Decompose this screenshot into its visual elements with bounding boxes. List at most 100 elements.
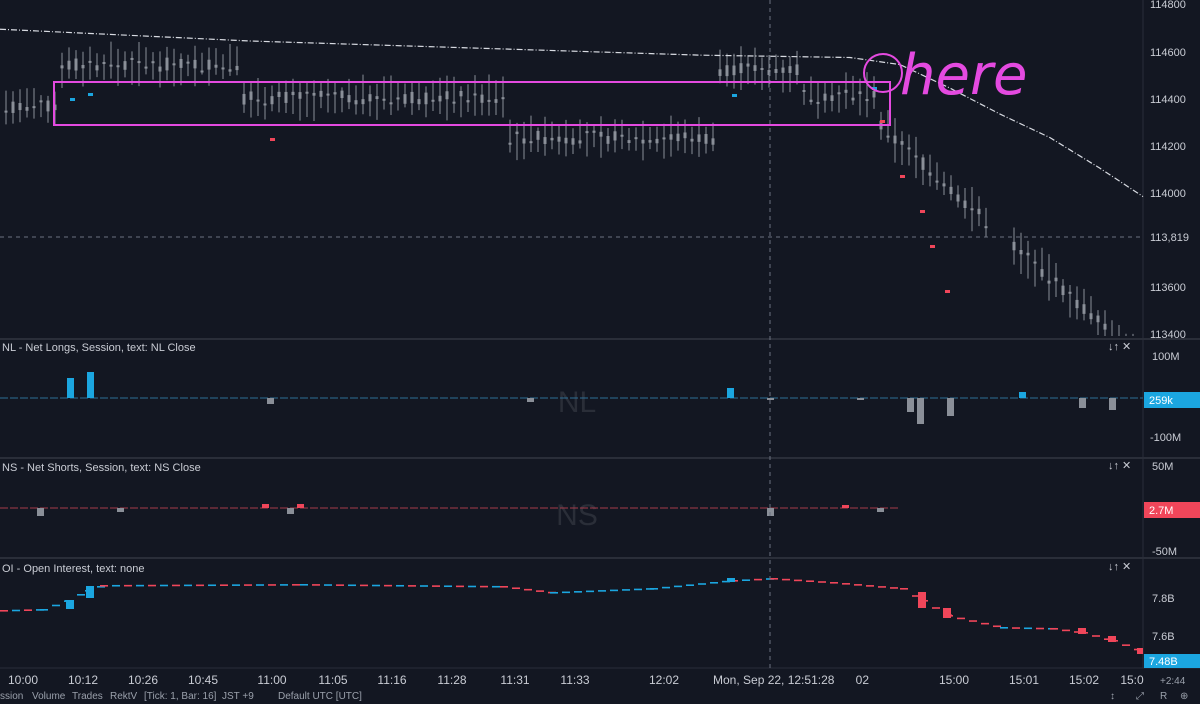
candle-body xyxy=(151,61,155,64)
candle-body xyxy=(669,134,673,140)
nl-legend[interactable]: NL - Net Longs, Session, text: NL Close xyxy=(2,342,196,354)
time-tick: 11:05 xyxy=(318,673,347,687)
candle-body xyxy=(326,93,330,96)
candle-body xyxy=(781,67,785,73)
candle-body xyxy=(123,61,127,70)
candle-body xyxy=(753,65,757,71)
footprint-marker xyxy=(872,87,877,90)
candle-body xyxy=(11,101,15,113)
price-tick: 114000 xyxy=(1150,188,1186,200)
log-scale-icon[interactable]: ⤢ xyxy=(1136,691,1144,702)
candle-body xyxy=(389,102,393,105)
bottom-item[interactable]: RektV xyxy=(110,691,138,702)
reset-scale-icon[interactable]: R xyxy=(1160,691,1168,702)
time-axis[interactable]: 10:00 10:12 10:26 10:45 11:00 11:05 11:16 11:28… xyxy=(8,673,1144,687)
candle-body xyxy=(711,138,715,145)
oi-bar xyxy=(52,604,60,607)
pane-controls[interactable]: ↓↑ ✕ xyxy=(1108,341,1131,353)
candle-body xyxy=(319,90,323,97)
nl-bar xyxy=(857,398,864,400)
nl-bars xyxy=(0,372,1143,424)
candle-body xyxy=(1026,252,1030,256)
candle-body xyxy=(312,92,316,96)
candle-body xyxy=(459,90,463,97)
oi-bar xyxy=(710,582,718,584)
candle-body xyxy=(809,99,813,103)
candle-body xyxy=(298,92,302,99)
price-tick: 113400 xyxy=(1150,329,1186,341)
annotation-rectangle[interactable] xyxy=(53,81,891,126)
candle-body xyxy=(802,89,806,92)
candle-body xyxy=(564,137,568,144)
candle-body xyxy=(599,131,603,137)
oi-bar xyxy=(900,588,908,590)
oi-bar xyxy=(480,585,488,588)
oi-bars xyxy=(0,578,1143,654)
ns-legend[interactable]: NS - Net Shorts, Session, text: NS Close xyxy=(2,462,201,474)
candle-body xyxy=(858,91,862,95)
ns-bar xyxy=(842,505,849,508)
oi-bar xyxy=(1012,627,1020,629)
candle-body xyxy=(746,63,750,67)
candle-body xyxy=(109,64,113,67)
oi-bar xyxy=(12,609,20,612)
candle-body xyxy=(1054,277,1058,282)
oi-bar xyxy=(918,592,926,608)
footprint-marker xyxy=(70,98,75,101)
oi-bar xyxy=(524,588,532,591)
candle-body xyxy=(445,91,449,100)
candle-body xyxy=(221,67,225,70)
price-axis[interactable]: 114800 114600 114400 114200 114000 113,8… xyxy=(1144,0,1200,341)
bottom-item[interactable]: ssion xyxy=(0,691,24,702)
candle-body xyxy=(634,137,638,140)
candle-body xyxy=(942,183,946,187)
oi-bar xyxy=(136,584,144,587)
bottom-item[interactable]: [Tick: 1, Bar: 16] xyxy=(144,691,217,702)
zoom-icon[interactable]: ⊕ xyxy=(1180,691,1189,702)
time-tick: 11:33 xyxy=(560,673,589,687)
bottom-item[interactable]: Default UTC [UTC] xyxy=(278,691,362,702)
candle-body xyxy=(270,96,274,105)
oi-bar xyxy=(662,586,670,589)
bottom-item[interactable]: Volume xyxy=(32,691,66,702)
candle-body xyxy=(81,64,85,69)
pane-controls[interactable]: ↓↑ ✕ xyxy=(1108,460,1131,472)
candle-body xyxy=(851,97,855,101)
oi-bar xyxy=(280,584,288,586)
oi-bar xyxy=(97,586,105,588)
candle-body xyxy=(242,93,246,105)
candle-body xyxy=(354,100,358,105)
candle-body xyxy=(158,66,162,72)
price-pane[interactable] xyxy=(0,0,1143,339)
oi-bar xyxy=(574,591,582,593)
oi-bar xyxy=(468,585,476,588)
pane-controls[interactable]: ↓↑ ✕ xyxy=(1108,561,1131,573)
candle-body xyxy=(403,94,407,104)
oi-legend[interactable]: OI - Open Interest, text: none xyxy=(2,563,144,575)
bottom-item[interactable]: JST +9 xyxy=(222,691,254,702)
oi-bar xyxy=(268,584,276,586)
nl-watermark: NL xyxy=(558,386,596,419)
oi-bar xyxy=(512,587,520,590)
candle-body xyxy=(844,89,848,93)
footprint-marker xyxy=(930,245,935,248)
oi-bar xyxy=(770,578,778,580)
oi-bar xyxy=(40,609,48,611)
candle-body xyxy=(1061,285,1065,296)
scale-arrows-icon[interactable]: ↕ xyxy=(1110,691,1115,702)
time-tick: 10:12 xyxy=(68,673,98,687)
candle-body xyxy=(830,95,834,101)
candle-body xyxy=(88,60,92,63)
candle-body xyxy=(340,90,344,99)
footprint-marker xyxy=(900,175,905,178)
oi-bar xyxy=(396,584,404,587)
candle-body xyxy=(620,134,624,137)
ns-bar xyxy=(262,504,269,508)
oi-bar xyxy=(1024,627,1032,630)
annotation-drawing[interactable]: here xyxy=(863,43,1027,108)
oi-bar xyxy=(184,584,192,587)
candle-body xyxy=(928,172,932,176)
bottom-item[interactable]: Trades xyxy=(72,691,103,702)
candle-body xyxy=(984,226,988,229)
